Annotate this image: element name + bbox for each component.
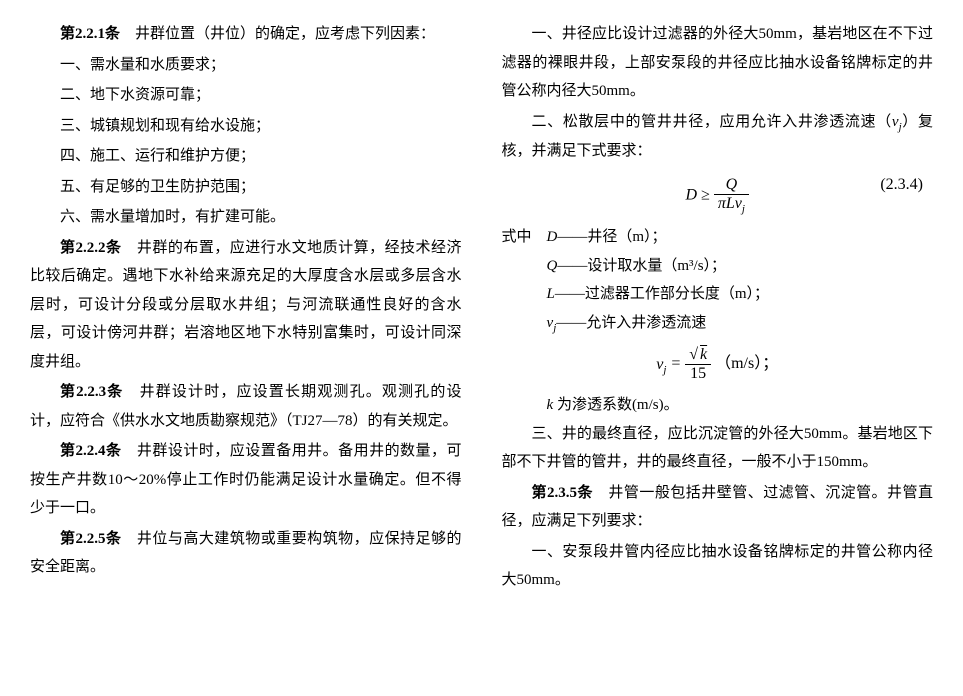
- article-2-2-1: 第2.2.1条 井群位置（井位）的确定，应考虑下列因素：: [30, 20, 462, 49]
- sqrt-icon: √: [689, 346, 698, 363]
- list-item: 二、地下水资源可靠；: [30, 81, 462, 110]
- article-2-3-5: 第2.3.5条 井管一般包括井壁管、过滤管、沉淀管。井管直径，应满足下列要求：: [502, 479, 934, 536]
- article-text: 井群位置（井位）的确定，应考虑下列因素：: [120, 26, 435, 42]
- equals: =: [670, 356, 681, 373]
- denominator: πLvj: [714, 195, 749, 215]
- list-item: 一、需水量和水质要求；: [30, 51, 462, 80]
- k-definition: k 为渗透系数(m/s)。: [502, 391, 934, 420]
- formula-2-3-4: D ≥ Q πLvj (2.3.4): [502, 176, 934, 215]
- list-item: 三、城镇规划和现有给水设施；: [30, 112, 462, 141]
- variable: L: [547, 286, 555, 302]
- right-column: 一、井径应比设计过滤器的外径大50mm，基岩地区在不下过滤器的裸眼井段，上部安泵…: [502, 20, 934, 676]
- article-heading: 第2.2.5条: [60, 531, 121, 547]
- text-part: 二、松散层中的管井井径，应用允许入井渗透流速（: [532, 114, 892, 130]
- left-column: 第2.2.1条 井群位置（井位）的确定，应考虑下列因素： 一、需水量和水质要求；…: [30, 20, 462, 676]
- sub-j: j: [663, 364, 666, 376]
- article-2-2-2: 第2.2.2条 井群的布置，应进行水文地质计算，经技术经济比较后确定。遇地下水补…: [30, 234, 462, 377]
- variable: Q: [547, 258, 558, 274]
- where-item: vj——允许入井渗透流速: [502, 309, 934, 339]
- sub-j: j: [742, 203, 745, 215]
- pi: π: [718, 195, 726, 212]
- paragraph-3: 三、井的最终直径，应比沉淀管的外径大50mm。基岩地区下部不下井管的管井，井的最…: [502, 420, 934, 477]
- article-heading: 第2.2.1条: [60, 26, 120, 42]
- where-label: 式中: [502, 229, 532, 245]
- paragraph-5: 一、安泵段井管内径应比抽水设备铭牌标定的井管公称内径大50mm。: [502, 538, 934, 595]
- numerator: Q: [714, 176, 749, 195]
- paragraph-2: 二、松散层中的管井井径，应用允许入井渗透流速（vj）复核，并满足下式要求：: [502, 108, 934, 166]
- article-2-2-4: 第2.2.4条 井群设计时，应设置备用井。备用井的数量，可按生产井数10～20%…: [30, 437, 462, 523]
- formula-lhs: vj: [656, 356, 666, 373]
- description: ——井径（m）；: [557, 229, 666, 245]
- list-item: 四、施工、运行和维护方便；: [30, 142, 462, 171]
- fraction: √k 15: [685, 346, 711, 383]
- article-heading: 第2.2.4条: [60, 443, 121, 459]
- var-k: k: [698, 346, 707, 363]
- unit: （m/s）；: [715, 356, 778, 373]
- variable: D: [547, 229, 558, 245]
- denominator: 15: [685, 365, 711, 383]
- formula-vj: vj = √k 15 （m/s）；: [502, 346, 934, 383]
- var-v: v: [735, 195, 742, 212]
- article-heading: 第2.3.5条: [532, 485, 593, 501]
- article-2-2-5: 第2.2.5条 井位与高大建筑物或重要构筑物，应保持足够的安全距离。: [30, 525, 462, 582]
- where-clause: 式中 D——井径（m）；: [502, 223, 934, 252]
- description: 为渗透系数(m/s)。: [553, 397, 678, 413]
- fraction: Q πLvj: [714, 176, 749, 215]
- description: ——设计取水量（m³/s）；: [557, 258, 726, 274]
- paragraph-1: 一、井径应比设计过滤器的外径大50mm，基岩地区在不下过滤器的裸眼井段，上部安泵…: [502, 20, 934, 106]
- description: ——允许入井渗透流速: [556, 315, 706, 331]
- formula-lhs: D: [686, 186, 698, 203]
- where-item: L——过滤器工作部分长度（m）；: [502, 280, 934, 309]
- where-item: Q——设计取水量（m³/s）；: [502, 252, 934, 281]
- article-heading: 第2.2.2条: [60, 240, 121, 256]
- formula-number: (2.3.4): [880, 176, 923, 194]
- variable: vj: [547, 315, 557, 331]
- formula-op: ≥: [701, 186, 710, 203]
- var-L: L: [726, 195, 735, 212]
- article-2-2-3: 第2.2.3条 井群设计时，应设置长期观测孔。观测孔的设计，应符合《供水水文地质…: [30, 378, 462, 435]
- description: ——过滤器工作部分长度（m）；: [555, 286, 769, 302]
- article-heading: 第2.2.3条: [60, 384, 123, 400]
- variable-v: vj: [892, 114, 902, 130]
- list-item: 五、有足够的卫生防护范围；: [30, 173, 462, 202]
- article-text: 井群的布置，应进行水文地质计算，经技术经济比较后确定。遇地下水补给来源充足的大厚…: [30, 240, 462, 370]
- list-item: 六、需水量增加时，有扩建可能。: [30, 203, 462, 232]
- numerator: √k: [685, 346, 711, 365]
